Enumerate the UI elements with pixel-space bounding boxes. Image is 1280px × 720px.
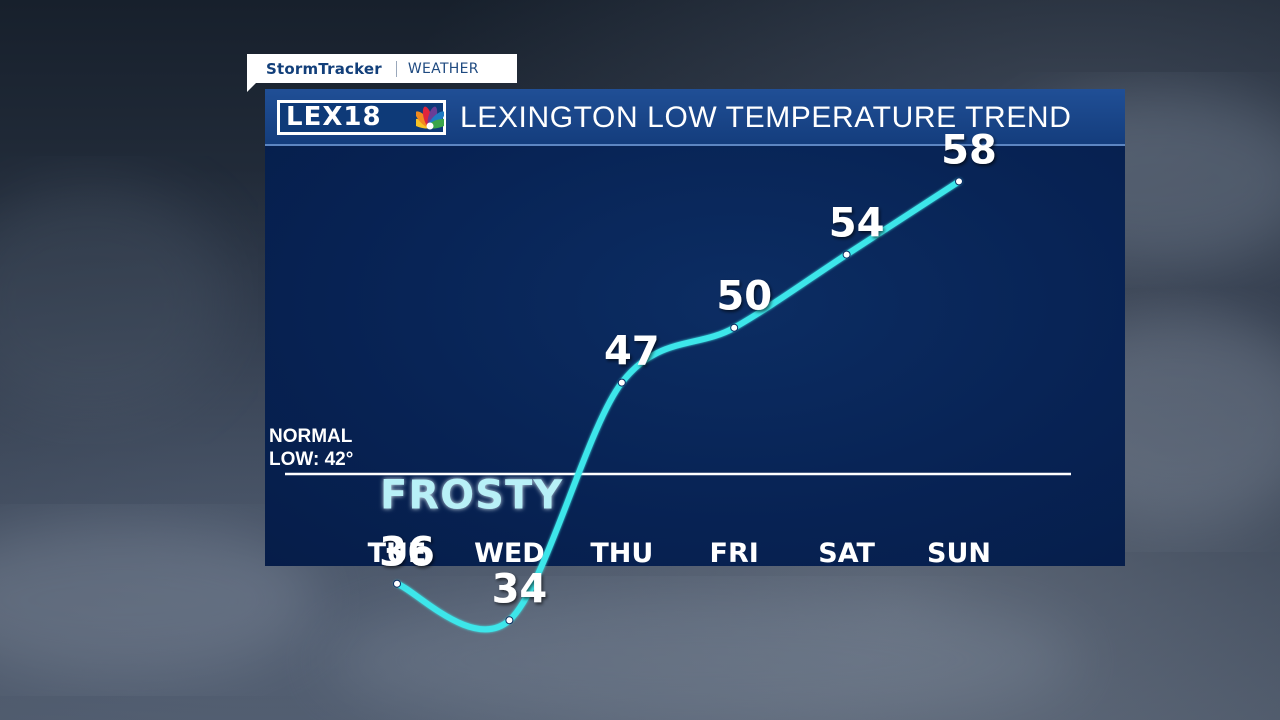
day-label-fri: FRI: [710, 538, 759, 569]
stormtracker-brand: StormTracker: [266, 59, 382, 78]
stormtracker-tab: StormTracker WEATHER: [247, 54, 517, 92]
data-point-wed: [505, 616, 514, 625]
day-label-thu: THU: [590, 538, 653, 569]
forecast-panel: LEX18 LEXINGTON LOW TEMPERATURE TREND: [265, 89, 1125, 566]
value-label-thu: 47: [604, 329, 660, 375]
data-point-thu: [617, 378, 626, 387]
day-label-tue: TUE: [368, 538, 427, 569]
section-label: WEATHER: [407, 60, 479, 77]
data-point-sun: [955, 177, 963, 186]
value-label-fri: 50: [716, 274, 772, 320]
data-point-tue: [393, 579, 401, 588]
value-labels: 36 34 47 50 54 58: [379, 127, 997, 612]
lex18-logo: LEX18: [277, 100, 446, 135]
normal-low-label-line1: NORMAL: [269, 426, 353, 447]
value-label-sat: 54: [829, 201, 885, 247]
chart-title: LEXINGTON LOW TEMPERATURE TREND: [460, 101, 1072, 134]
frosty-annotation: FROSTY: [380, 473, 563, 519]
brand-divider: [395, 60, 397, 77]
day-label-sat: SAT: [818, 538, 875, 569]
panel-header: LEX18 LEXINGTON LOW TEMPERATURE TREND: [265, 89, 1125, 146]
data-point-sat: [842, 250, 851, 259]
value-label-wed: 34: [492, 566, 548, 612]
day-labels: TUE WED THU FRI SAT SUN: [368, 538, 991, 569]
logo-text: LEX18: [286, 102, 382, 132]
normal-low-label-line2: LOW: 42°: [269, 449, 353, 470]
day-label-wed: WED: [474, 538, 545, 569]
value-label-tue: 36: [379, 530, 435, 576]
nbc-peacock-icon: [416, 106, 444, 130]
data-points: [393, 177, 963, 625]
data-point-fri: [730, 323, 739, 332]
value-label-sun: 58: [941, 127, 997, 173]
day-label-sun: SUN: [927, 538, 991, 569]
